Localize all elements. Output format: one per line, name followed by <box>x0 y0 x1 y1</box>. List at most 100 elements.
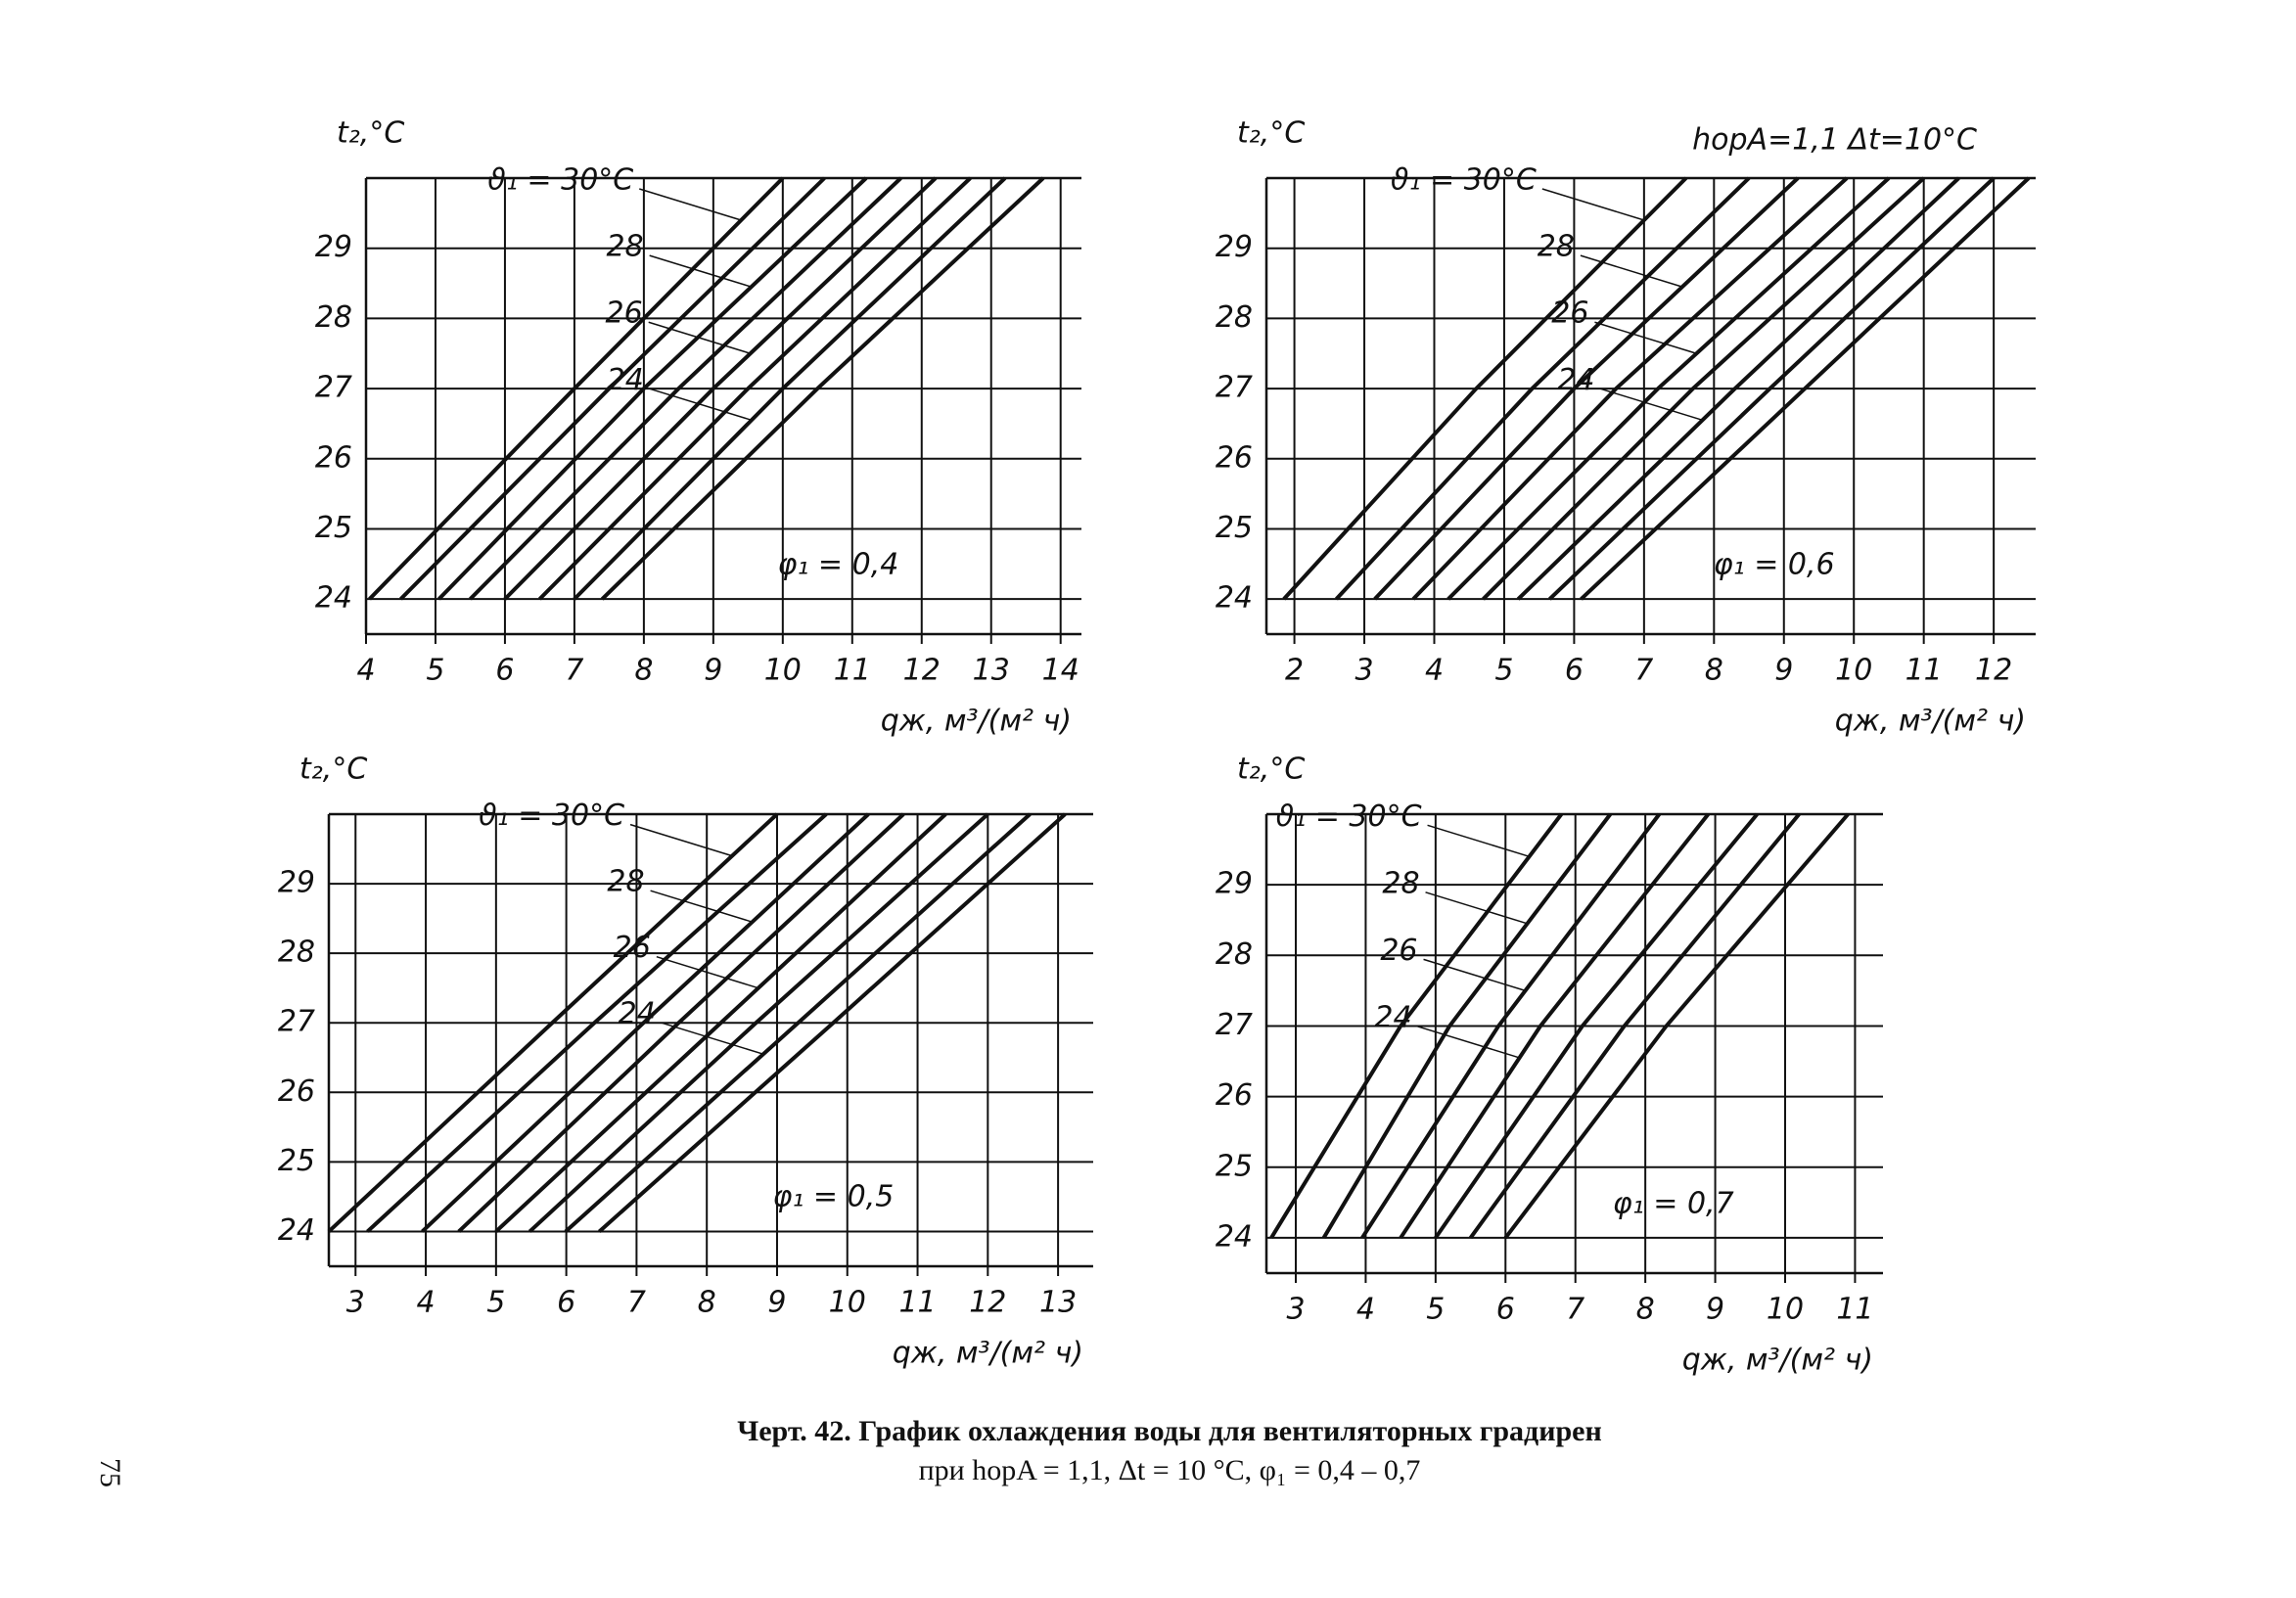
x-tick-label: 4 <box>1356 1293 1375 1327</box>
page-number: 75 <box>94 1458 126 1487</box>
data-line <box>469 176 902 601</box>
data-line <box>1321 812 1613 1239</box>
y-axis-title: t₂,°C <box>299 753 367 787</box>
data-line <box>1434 812 1759 1240</box>
leader <box>1541 188 1645 221</box>
series-label: 26 <box>1551 297 1588 331</box>
y-axis-title: t₂,°C <box>1237 116 1305 151</box>
leader <box>639 188 742 221</box>
series-label: 24 <box>619 997 656 1031</box>
leader <box>661 1022 764 1055</box>
y-tick-label: 26 <box>1216 1078 1253 1113</box>
x-tick-label: 6 <box>557 1286 575 1320</box>
x-tick-label: 4 <box>1425 654 1444 688</box>
y-tick-label: 29 <box>315 230 352 264</box>
data-line <box>538 176 972 601</box>
leader <box>1425 891 1528 925</box>
x-tick-label: 4 <box>356 654 375 688</box>
data-line <box>399 176 826 601</box>
series-label: 28 <box>607 865 644 899</box>
x-tick-label: 7 <box>627 1286 646 1320</box>
y-tick-label: 29 <box>278 866 315 900</box>
x-tick-label: 13 <box>1039 1286 1077 1320</box>
y-tick-label: 26 <box>1216 440 1253 475</box>
x-tick-label: 10 <box>1767 1293 1804 1327</box>
data-line <box>1334 176 1751 601</box>
x-axis-title: qж, м³/(м² ч) <box>1682 1344 1873 1378</box>
leader <box>1423 958 1526 992</box>
y-tick-label: 28 <box>1216 300 1253 335</box>
y-axis-title: t₂,°C <box>1237 753 1305 787</box>
data-line <box>1360 812 1662 1240</box>
x-tick-label: 11 <box>1906 654 1943 688</box>
data-line <box>368 176 785 601</box>
x-tick-label: 10 <box>1835 654 1872 688</box>
y-tick-label: 26 <box>278 1074 315 1109</box>
data-line <box>437 176 868 601</box>
y-tick-label: 25 <box>1216 1149 1253 1183</box>
x-tick-label: 9 <box>1706 1293 1724 1327</box>
leader <box>656 955 759 989</box>
x-tick-label: 4 <box>417 1286 436 1320</box>
x-tick-label: 10 <box>764 654 802 688</box>
series-label: ϑ₁ = 30°C <box>1276 799 1422 834</box>
data-line <box>600 176 1045 601</box>
series-label: ϑ₁ = 30°C <box>487 163 633 198</box>
y-tick-label: 25 <box>1216 511 1253 545</box>
x-tick-label: 5 <box>426 654 444 688</box>
x-tick-label: 3 <box>1286 1293 1305 1327</box>
data-line <box>573 176 1007 601</box>
x-tick-label: 3 <box>346 1286 365 1320</box>
y-axis-title: t₂,°C <box>337 116 404 151</box>
note: hорA=1,1 Δt=10°C <box>1692 123 1977 158</box>
x-tick-label: 9 <box>1774 654 1793 688</box>
x-tick-label: 13 <box>973 654 1010 688</box>
y-tick-label: 28 <box>315 300 352 335</box>
x-axis-title: qж, м³/(м² ч) <box>881 705 1072 739</box>
data-line <box>1373 176 1800 601</box>
x-tick-label: 6 <box>495 654 514 688</box>
x-tick-label: 12 <box>969 1286 1006 1320</box>
x-tick-label: 14 <box>1042 654 1079 688</box>
data-line <box>528 812 989 1233</box>
leader <box>649 254 752 288</box>
leader <box>1417 1026 1520 1059</box>
y-tick-label: 26 <box>315 440 352 475</box>
data-line <box>1411 176 1849 601</box>
leader <box>649 388 753 422</box>
data-line <box>457 812 905 1233</box>
y-tick-label: 27 <box>1216 371 1253 405</box>
x-tick-label: 12 <box>1975 654 2012 688</box>
y-tick-label: 29 <box>1216 230 1253 264</box>
series-label: 24 <box>607 363 644 397</box>
data-line <box>1503 812 1850 1240</box>
leader <box>650 890 753 923</box>
x-tick-label: 6 <box>1565 654 1584 688</box>
data-line <box>421 812 870 1233</box>
leader <box>1594 321 1697 354</box>
x-tick-label: 12 <box>903 654 941 688</box>
data-line <box>494 812 947 1233</box>
annotation: φ₁ = 0,4 <box>778 548 899 582</box>
series-label: 26 <box>614 931 651 965</box>
y-tick-label: 25 <box>278 1144 315 1178</box>
x-tick-label: 5 <box>486 1286 505 1320</box>
leader <box>1580 254 1683 288</box>
series-label: 28 <box>1538 230 1575 264</box>
data-line <box>598 812 1067 1233</box>
y-tick-label: 28 <box>1216 937 1253 972</box>
x-tick-label: 8 <box>1636 1293 1655 1327</box>
series-label: 28 <box>1382 866 1419 900</box>
x-tick-label: 5 <box>1494 654 1513 688</box>
y-tick-label: 27 <box>278 1005 315 1039</box>
y-tick-label: 25 <box>315 511 352 545</box>
series-label: ϑ₁ = 30°C <box>1391 163 1537 198</box>
caption: при hорA = 1,1, Δt = 10 °C, φ₁ = 0,4 – 0… <box>919 1454 1421 1486</box>
x-axis-title: qж, м³/(м² ч) <box>893 1337 1083 1371</box>
x-tick-label: 8 <box>634 654 653 688</box>
annotation: φ₁ = 0,5 <box>773 1180 895 1214</box>
data-line <box>1580 176 2031 601</box>
x-tick-label: 8 <box>1705 654 1723 688</box>
x-tick-label: 7 <box>565 654 583 688</box>
